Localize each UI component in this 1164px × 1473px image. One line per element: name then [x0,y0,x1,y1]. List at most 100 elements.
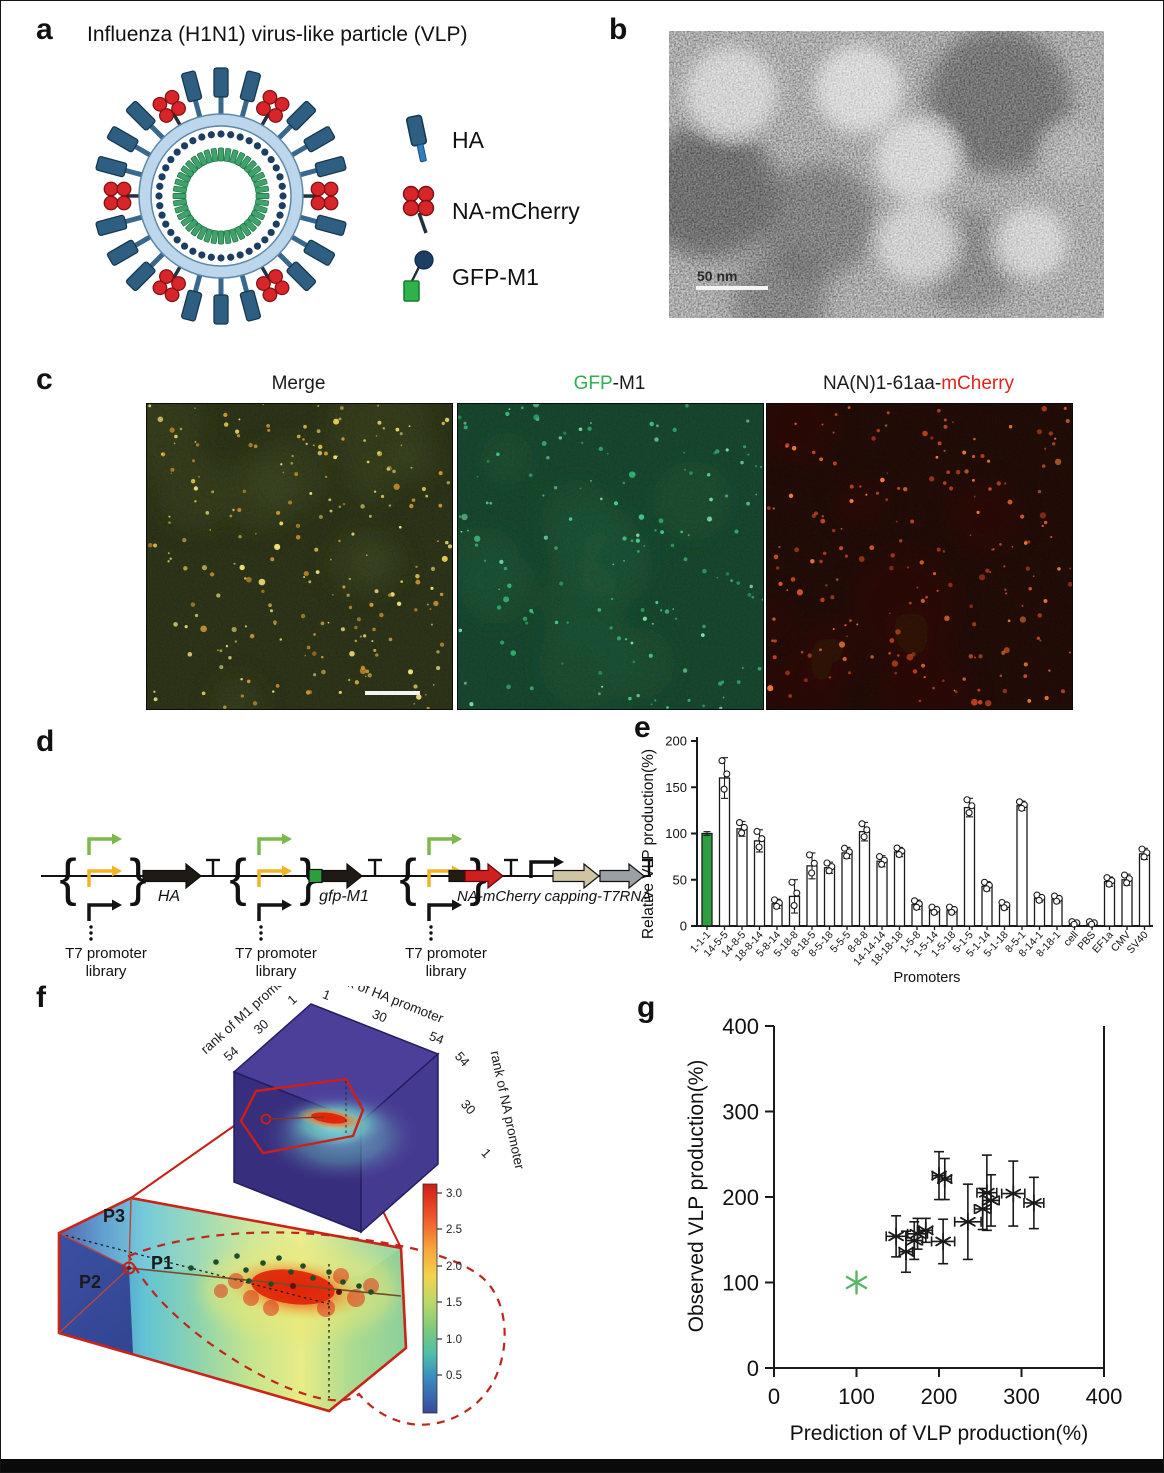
svg-text:1.0: 1.0 [446,1334,462,1346]
g-y-axis-label: Observed VLP production(%) [685,1060,708,1333]
scatter-point [1000,1160,1026,1227]
legend-label-ha: HA [452,126,484,153]
bar-PBS [1085,918,1098,928]
svg-text:0.5: 0.5 [446,1370,462,1382]
micrograph-title-gfp-m1: GFP-M1 [457,373,762,395]
panel-b-label: b [609,13,628,46]
bar-18-8-14 [753,827,766,927]
svg-text:54: 54 [452,1049,473,1070]
svg-text:library: library [426,963,467,979]
ha-spike [239,272,261,322]
legend-label-na-mcherry: NA-mCherry [452,197,580,224]
ha-spike [289,126,336,159]
na-mcherry-spike [103,181,141,211]
panel-d-label: d [36,725,55,758]
svg-text:300: 300 [1003,1384,1040,1409]
particle-dots [766,405,1073,707]
svg-text:400: 400 [1086,1384,1123,1409]
legend-label-gfp-m1: GFP-M1 [452,263,539,290]
ha-spike [297,156,347,178]
bar-18-18-18 [893,844,906,927]
ha-spike [275,100,317,142]
svg-text:1: 1 [284,992,299,1008]
vlp-diagram [95,67,347,325]
svg-text:1: 1 [478,1145,494,1160]
ha-spike [125,100,167,142]
svg-text:1: 1 [321,987,333,1004]
scatter-point [936,1157,953,1201]
scatter-point [885,1215,907,1258]
bar-5-18-8 [788,878,801,927]
sample-dots [188,1253,374,1295]
svg-text:400: 400 [722,1014,759,1039]
e-y-axis-label: Relative VLP production(%) [640,749,657,939]
bar-1-1-1 [701,831,713,927]
svg-text:3.0: 3.0 [446,1188,462,1200]
particle-dots [457,400,764,710]
t7-promoter-label: T7 promoter [65,945,147,962]
gene-label-ha: HA [158,888,180,905]
p3-label: P3 [103,1206,125,1226]
zoomed-heat-box: P1 P2 P3 [57,1196,506,1426]
gene-label-gfp-m1: gfp-M1 [319,888,369,905]
svg-text:30: 30 [458,1097,479,1118]
micrograph-title-na-mcherry: NA(N)1-61aa-mCherry [766,373,1071,395]
svg-text:{: { [229,849,246,907]
svg-text:30: 30 [370,1006,389,1025]
micro-scale-bar [365,691,420,695]
panel-f-label: f [36,981,46,1014]
bar-8-18-5 [805,851,818,927]
svg-text:200: 200 [921,1384,958,1409]
na-mcherry-spike [256,89,290,128]
scatter-point [981,1173,1001,1227]
legend-item-ha: HA [396,113,484,167]
na-mcherry-spike [256,264,290,303]
micrograph-title-segment: -M1 [612,373,646,394]
ha-spike [95,156,145,178]
scatter-point [898,1230,914,1274]
bar-8-5-18 [823,859,836,927]
ha-spike [106,233,153,266]
ha-spike [297,214,347,236]
ha-spike [239,70,261,120]
em-micrograph: 50 nm [669,31,1104,318]
t7-promoter-label: T7 promoter [405,945,487,962]
ha-spike [95,214,145,236]
colorbar: 3.0 2.5 2.0 1.5 1.0 0.5 [422,1183,462,1414]
svg-text:{: { [59,849,76,907]
panel-g-label: g [637,991,656,1024]
ha-spike [213,276,229,325]
svg-text:100: 100 [722,1271,759,1296]
panel-a-label: a [36,13,53,46]
svg-text:0: 0 [747,1356,759,1381]
promoter-rank-3d-heatmap: rank of M1 promoter 1 30 54 rank of HA p… [57,986,528,1426]
svg-text:library: library [86,963,127,979]
bar-5-1-14 [980,878,993,927]
t7-promoter-label: T7 promoter [235,945,317,962]
svg-text:1.5: 1.5 [446,1297,462,1309]
bar-CMV [1120,871,1133,927]
bar-1-5-14 [928,903,941,927]
svg-text:30: 30 [251,1016,272,1037]
svg-text:}: } [129,849,146,907]
e-x-axis-label: Promoters [894,970,961,986]
bar-14-8-5 [735,819,748,927]
svg-text:0: 0 [768,1384,780,1409]
bar-14-14-14 [875,852,888,927]
axis-label-na: rank of NA promoter [488,1049,528,1171]
svg-text:100: 100 [665,826,687,841]
gfp-m1-icon [403,250,434,302]
bar-5-1-18 [998,898,1011,927]
optimal-region-contour [127,1231,506,1426]
bar-cell [1068,918,1081,928]
svg-text:200: 200 [722,1185,759,1210]
ha-spike [125,250,167,292]
ha-spike [213,67,229,116]
ha-icon [405,114,428,163]
p2-label: P2 [79,1272,101,1292]
em-scale-bar [696,286,768,290]
micrograph-na-mcherry [745,384,1073,753]
